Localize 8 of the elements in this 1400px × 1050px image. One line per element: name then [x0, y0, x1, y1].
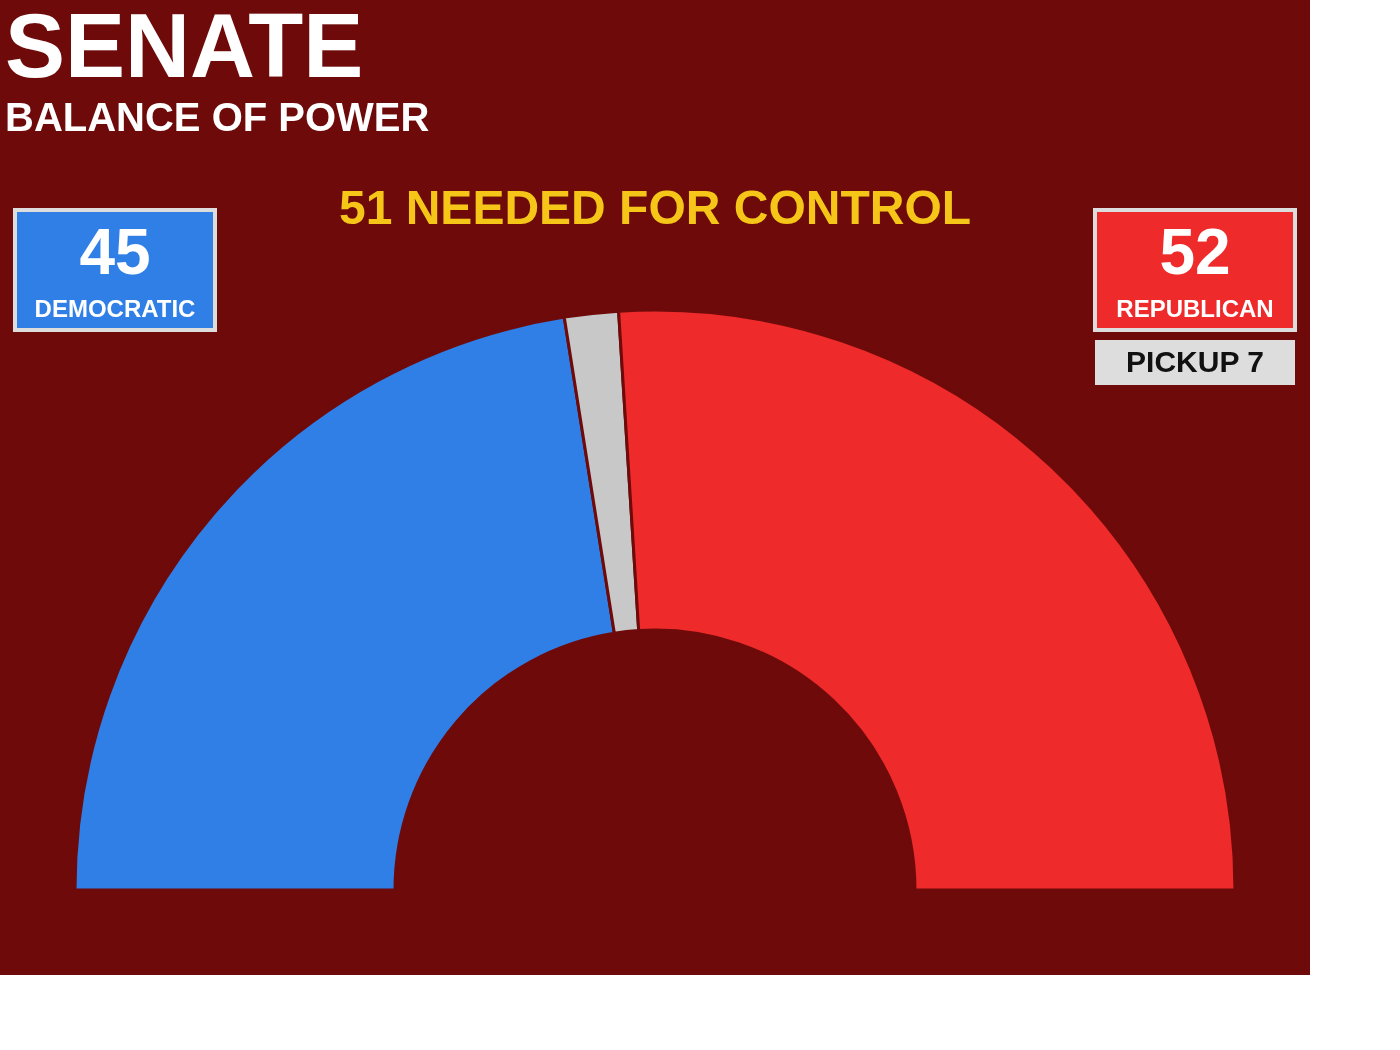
slice-label: REPUBLICAN — [1116, 295, 1274, 322]
text: PICKUP 7 — [1126, 345, 1264, 378]
slice-label: DEMOCRATIC — [34, 295, 196, 322]
chart-title: SENATE — [5, 0, 364, 96]
data-label: 45 — [79, 216, 151, 288]
text: 51 NEEDED FOR CONTROL — [338, 181, 972, 234]
data-label: 52 — [1159, 216, 1231, 288]
chart-subtitle: BALANCE OF POWER — [5, 95, 430, 139]
